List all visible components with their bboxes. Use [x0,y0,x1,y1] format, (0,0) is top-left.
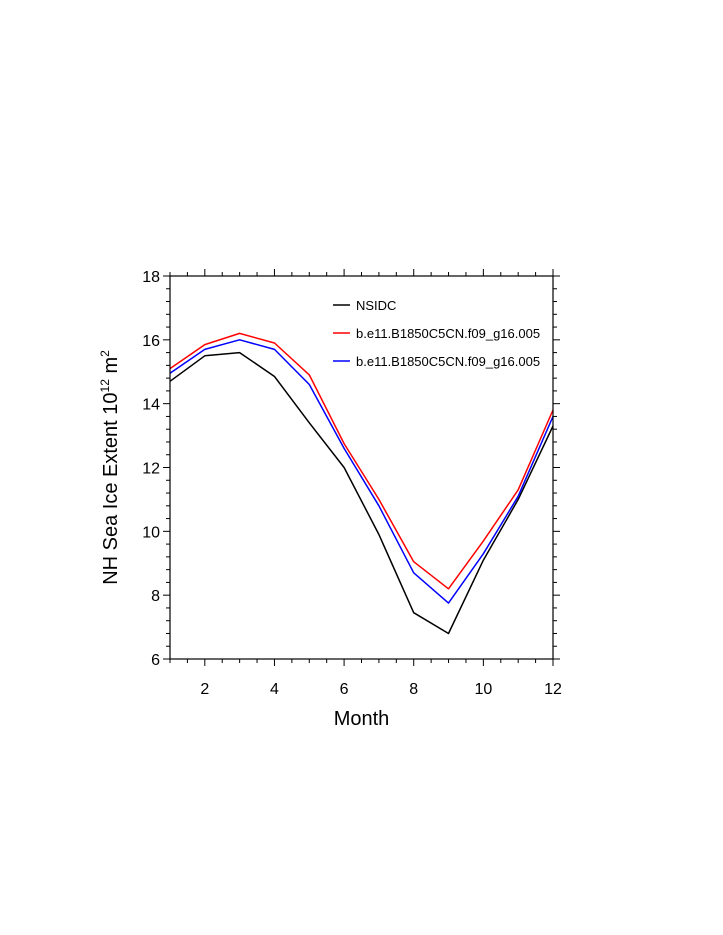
x-tick-label: 4 [270,681,279,698]
x-tick-label: 12 [544,681,562,698]
legend-label: NSIDC [356,298,396,313]
series-line-3 [169,339,554,604]
y-axis-label: NH Sea Ice Extent 1012 m2 [98,350,122,585]
x-tick-label: 2 [200,681,209,698]
y-tick-label: 18 [142,269,160,286]
y-tick-label: 8 [151,588,160,605]
plot-frame [169,275,554,660]
legend: NSIDC b.e11.B1850C5CN.f09_g16.005 b.e11.B1… [333,298,540,369]
x-tick-label: 10 [474,681,492,698]
legend-label: b.e11.B1850C5CN.f09_g16.005 [356,326,540,341]
y-tick-label: 16 [142,333,160,350]
x-axis-label: Month [334,708,390,730]
y-tick-label: 12 [142,461,160,478]
y-tick-label: 10 [142,524,160,541]
x-tick-label: 6 [340,681,349,698]
series-line-1 [169,351,554,635]
x-tick-label: 8 [409,681,418,698]
y-tick-label: 6 [151,652,160,669]
series-line-2 [169,332,554,590]
legend-label: b.e11.B1850C5CN.f09_g16.005 [356,354,540,369]
y-tick-label: 14 [142,397,160,414]
